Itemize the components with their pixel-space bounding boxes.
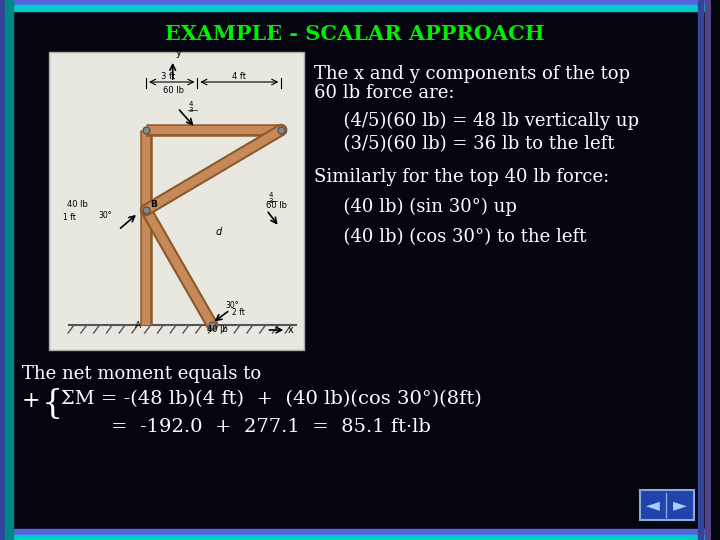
Text: (3/5)(60 lb) = 36 lb to the left: (3/5)(60 lb) = 36 lb to the left (332, 135, 614, 153)
Bar (0, 5, 711, 11)
Text: Similarly for the top 40 lb force:: Similarly for the top 40 lb force: (314, 168, 609, 186)
Text: 3: 3 (189, 107, 193, 113)
Bar (639, 490, 694, 520)
Text: 30°: 30° (225, 301, 238, 310)
Text: 4: 4 (189, 101, 193, 107)
Text: ◄: ◄ (647, 496, 660, 514)
Text: 1 ft: 1 ft (63, 213, 76, 222)
Bar (0, 529, 711, 535)
Text: The net moment equals to: The net moment equals to (22, 365, 261, 383)
Text: B: B (150, 200, 157, 209)
Text: (40 lb) (sin 30°) up: (40 lb) (sin 30°) up (332, 198, 516, 216)
Text: 4: 4 (269, 192, 273, 198)
Text: x: x (288, 325, 294, 335)
Text: 3 ft: 3 ft (161, 72, 175, 81)
Text: (4/5)(60 lb) = 48 lb vertically up: (4/5)(60 lb) = 48 lb vertically up (332, 112, 639, 130)
Text: 60 lb force are:: 60 lb force are: (314, 84, 454, 102)
Bar (698, 0, 703, 540)
Text: =  -192.0  +  277.1  =  85.1 ft·lb: = -192.0 + 277.1 = 85.1 ft·lb (61, 418, 431, 436)
Text: 40 lb: 40 lb (207, 325, 228, 334)
Text: The x and y components of the top: The x and y components of the top (314, 65, 630, 83)
Bar (0, 0, 5, 540)
Text: A: A (135, 321, 141, 330)
Text: (40 lb) (cos 30°) to the left: (40 lb) (cos 30°) to the left (332, 228, 586, 246)
Bar (5, 0, 13, 540)
Text: 4 ft: 4 ft (232, 72, 246, 81)
Text: 60 lb: 60 lb (163, 86, 184, 95)
Text: +: + (22, 390, 40, 412)
Text: {: { (42, 388, 63, 420)
Text: d: d (215, 227, 222, 237)
Text: EXAMPLE - SCALAR APPROACH: EXAMPLE - SCALAR APPROACH (166, 24, 545, 44)
Text: ►: ► (673, 496, 687, 514)
Text: 2 ft: 2 ft (232, 308, 245, 317)
Text: 40 lb: 40 lb (67, 200, 88, 209)
Bar (0, 0, 711, 5)
Text: y: y (176, 48, 181, 58)
Text: 60 lb: 60 lb (266, 201, 287, 210)
Bar (705, 0, 713, 540)
Text: 3: 3 (269, 198, 273, 204)
Bar (50, 52, 304, 350)
Text: ΣM = -(48 lb)(4 ft)  +  (40 lb)(cos 30°)(8ft): ΣM = -(48 lb)(4 ft) + (40 lb)(cos 30°)(8… (61, 390, 482, 408)
Bar (0, 535, 711, 540)
Text: 30°: 30° (99, 211, 112, 220)
